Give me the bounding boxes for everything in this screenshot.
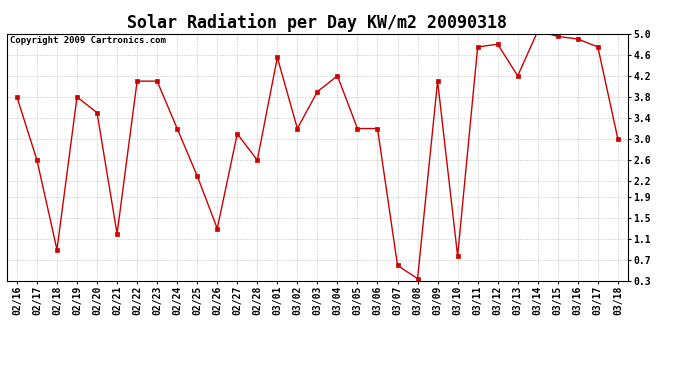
Text: Copyright 2009 Cartronics.com: Copyright 2009 Cartronics.com	[10, 36, 166, 45]
Title: Solar Radiation per Day KW/m2 20090318: Solar Radiation per Day KW/m2 20090318	[128, 13, 507, 32]
